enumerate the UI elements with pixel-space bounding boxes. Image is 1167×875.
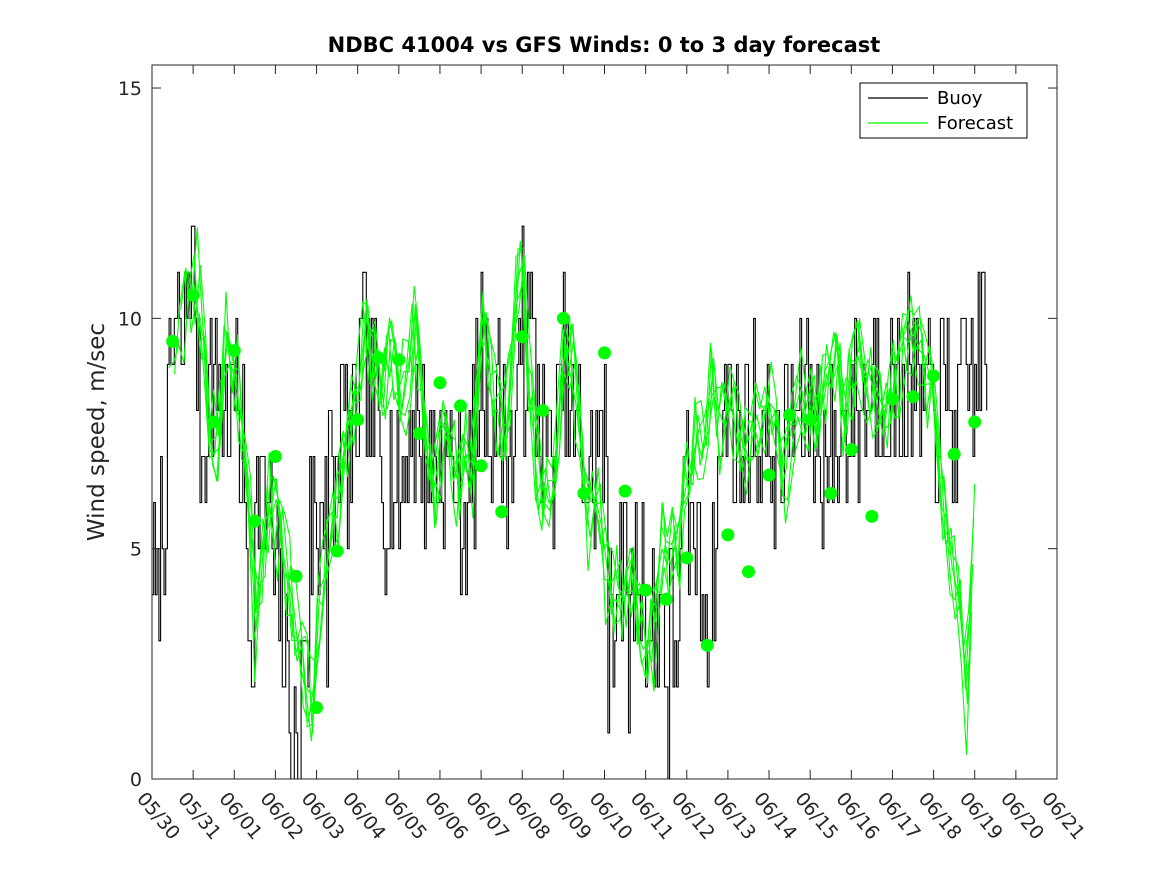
chart-legend: Buoy Forecast [859,82,1028,139]
forecast-marker [906,390,920,404]
forecast-marker [351,413,365,427]
forecast-marker [166,334,180,348]
forecast-marker [803,413,817,427]
y-tick-label: 10 [118,308,142,330]
chart-title: NDBC 41004 vs GFS Winds: 0 to 3 day fore… [328,33,881,57]
forecast-marker [680,551,694,565]
forecast-marker [248,514,262,528]
forecast-marker [947,447,961,461]
forecast-marker [618,484,632,498]
forecast-marker [515,330,529,344]
forecast-marker [330,544,344,558]
forecast-marker [412,427,426,440]
forecast-marker [186,288,200,302]
forecast-marker [310,701,323,715]
forecast-marker [968,415,982,429]
forecast-marker [536,404,550,417]
forecast-series-line-3 [180,240,974,705]
forecast-marker [886,392,899,406]
forecast-marker [783,408,797,422]
y-tick-label: 15 [118,78,142,100]
forecast-marker [721,528,735,542]
forecast-marker [207,415,221,429]
forecast-marker [392,353,406,367]
forecast-series-line-2 [174,254,973,755]
forecast-marker [289,569,303,583]
forecast-marker [844,443,858,457]
forecast-marker [433,376,447,390]
forecast-marker [824,486,838,500]
forecast-marker [454,399,467,413]
forecast-marker [495,505,509,519]
legend-label-forecast: Forecast [937,113,1013,134]
y-tick-label: 5 [130,539,142,561]
y-axis-label: Wind speed, m/sec [84,323,110,541]
y-tick-label: 0 [130,769,142,791]
forecast-marker [927,369,941,383]
forecast-marker [700,638,714,652]
forecast-marker [762,468,776,482]
forecast-marker [639,583,653,597]
forecast-marker [371,351,385,364]
forecast-marker [268,450,282,463]
forecast-marker [598,346,611,360]
forecast-marker [659,592,673,606]
legend-label-buoy: Buoy [937,88,983,109]
forecast-marker [556,311,570,325]
forecast-marker [227,344,241,358]
forecast-marker [865,509,879,523]
forecast-marker [474,459,488,473]
forecast-marker [742,565,755,579]
forecast-marker [577,486,591,500]
